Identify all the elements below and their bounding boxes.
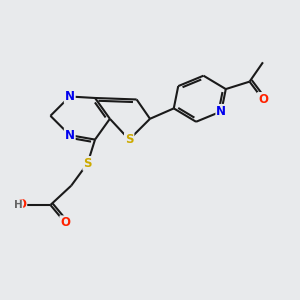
Text: O: O <box>258 93 268 106</box>
Text: S: S <box>83 157 92 170</box>
Text: S: S <box>125 133 134 146</box>
Text: N: N <box>65 129 75 142</box>
Text: O: O <box>60 216 70 229</box>
Text: N: N <box>216 105 226 118</box>
Text: O: O <box>17 199 27 212</box>
Text: N: N <box>65 90 75 103</box>
Text: H: H <box>14 200 23 210</box>
